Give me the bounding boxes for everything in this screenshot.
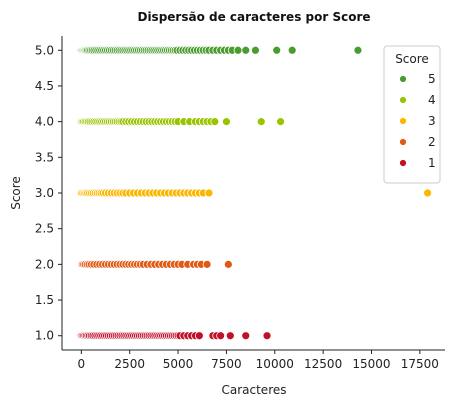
y-tick-label: 3.5: [35, 150, 54, 164]
x-ticks: 0 2500 5000 7500 10000 12500 15000 17500: [78, 350, 439, 371]
scatter-points: [76, 45, 432, 341]
point-score-1-62: [225, 331, 235, 341]
legend-box: [383, 45, 441, 184]
legend-marker-1: [399, 159, 407, 167]
legend-entries: 5 4 3 2 1: [399, 72, 436, 170]
y-tick-label: 1.0: [35, 329, 54, 343]
point-score-5-73: [251, 45, 260, 55]
y-tick-label: 3.0: [35, 186, 54, 200]
y-tick-label: 2.5: [35, 222, 54, 236]
x-tick-label: 2500: [114, 357, 145, 371]
point-score-3-42: [423, 188, 432, 198]
x-tick-label: 10000: [256, 357, 294, 371]
legend-label-1: 1: [428, 156, 436, 170]
y-ticks: 1.0 1.5 2.0 2.5 3.0 3.5 4.0 4.5 5.0: [35, 43, 62, 343]
y-tick-label: 4.5: [35, 79, 54, 93]
legend-marker-3: [399, 117, 407, 125]
point-score-1-61: [216, 331, 226, 341]
point-score-5-75: [287, 45, 297, 55]
y-tick-label: 5.0: [35, 43, 54, 57]
legend: Score 5 4 3 2 1: [383, 45, 441, 184]
legend-label-5: 5: [428, 72, 436, 86]
point-score-4-50: [210, 117, 220, 127]
point-score-2-38: [202, 259, 212, 269]
point-score-1-63: [241, 331, 251, 341]
legend-label-4: 4: [428, 93, 436, 107]
y-tick-label: 1.5: [35, 293, 54, 307]
x-tick-label: 0: [78, 357, 86, 371]
y-tick-label: 2.0: [35, 257, 54, 271]
x-tick-label: 15000: [352, 357, 390, 371]
point-score-5-71: [233, 45, 243, 55]
point-score-4-53: [276, 117, 285, 127]
legend-title: Score: [395, 52, 429, 66]
legend-marker-2: [399, 138, 407, 146]
y-axis-label: Score: [9, 176, 23, 210]
point-score-4-52: [256, 117, 266, 127]
x-tick-label: 7500: [211, 357, 242, 371]
point-score-3-41: [204, 188, 214, 198]
point-score-5-72: [241, 45, 251, 55]
point-score-5-76: [353, 45, 363, 55]
x-tick-label: 17500: [401, 357, 439, 371]
point-score-4-51: [222, 117, 231, 127]
legend-marker-4: [399, 96, 407, 104]
legend-label-3: 3: [428, 114, 436, 128]
x-axis-label: Caracteres: [221, 383, 286, 397]
point-score-1-58: [194, 331, 204, 341]
point-score-1-64: [262, 331, 272, 341]
chart-title: Dispersão de caracteres por Score: [137, 10, 370, 24]
y-tick-label: 4.0: [35, 115, 54, 129]
point-score-5-74: [272, 45, 282, 55]
point-score-2-39: [223, 259, 233, 269]
x-tick-label: 5000: [163, 357, 194, 371]
legend-label-2: 2: [428, 135, 436, 149]
legend-marker-5: [399, 75, 407, 83]
x-tick-label: 12500: [304, 357, 342, 371]
